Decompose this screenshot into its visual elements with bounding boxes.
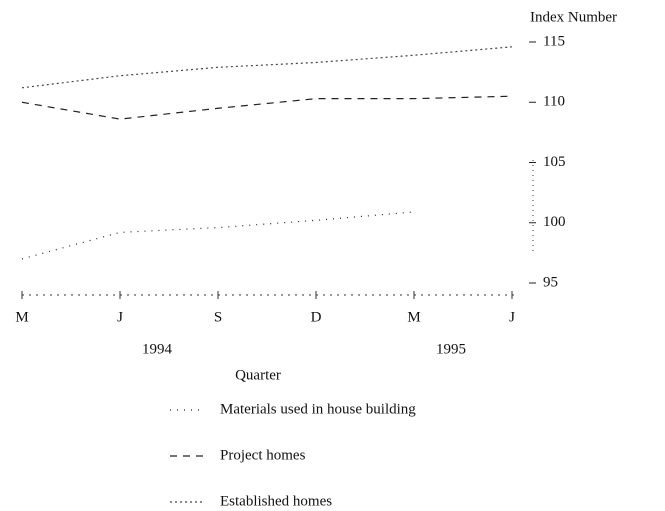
- x-tick-label: M: [15, 309, 28, 325]
- series-line: [21, 46, 513, 89]
- y-tick-label: 100: [543, 214, 566, 230]
- legend-label: Established homes: [220, 493, 332, 509]
- legend-label: Project homes: [220, 447, 306, 463]
- series-line: [21, 211, 415, 260]
- y-tick-label: 105: [543, 154, 566, 170]
- x-tick-label: D: [311, 309, 322, 325]
- x-tick-label: J: [117, 309, 123, 325]
- year-label: 1994: [142, 341, 173, 357]
- y-tick-label: 95: [543, 274, 558, 290]
- x-tick-label: S: [214, 309, 222, 325]
- y-axis-label: Index Number: [530, 9, 617, 25]
- y-tick-label: 110: [543, 94, 565, 110]
- x-tick-label: J: [509, 309, 515, 325]
- x-axis-label: Quarter: [235, 367, 281, 383]
- y-tick-label: 115: [543, 33, 565, 49]
- series-line: [21, 95, 513, 120]
- x-tick-label: M: [407, 309, 420, 325]
- year-label: 1995: [436, 341, 466, 357]
- legend-label: Materials used in house building: [220, 401, 416, 417]
